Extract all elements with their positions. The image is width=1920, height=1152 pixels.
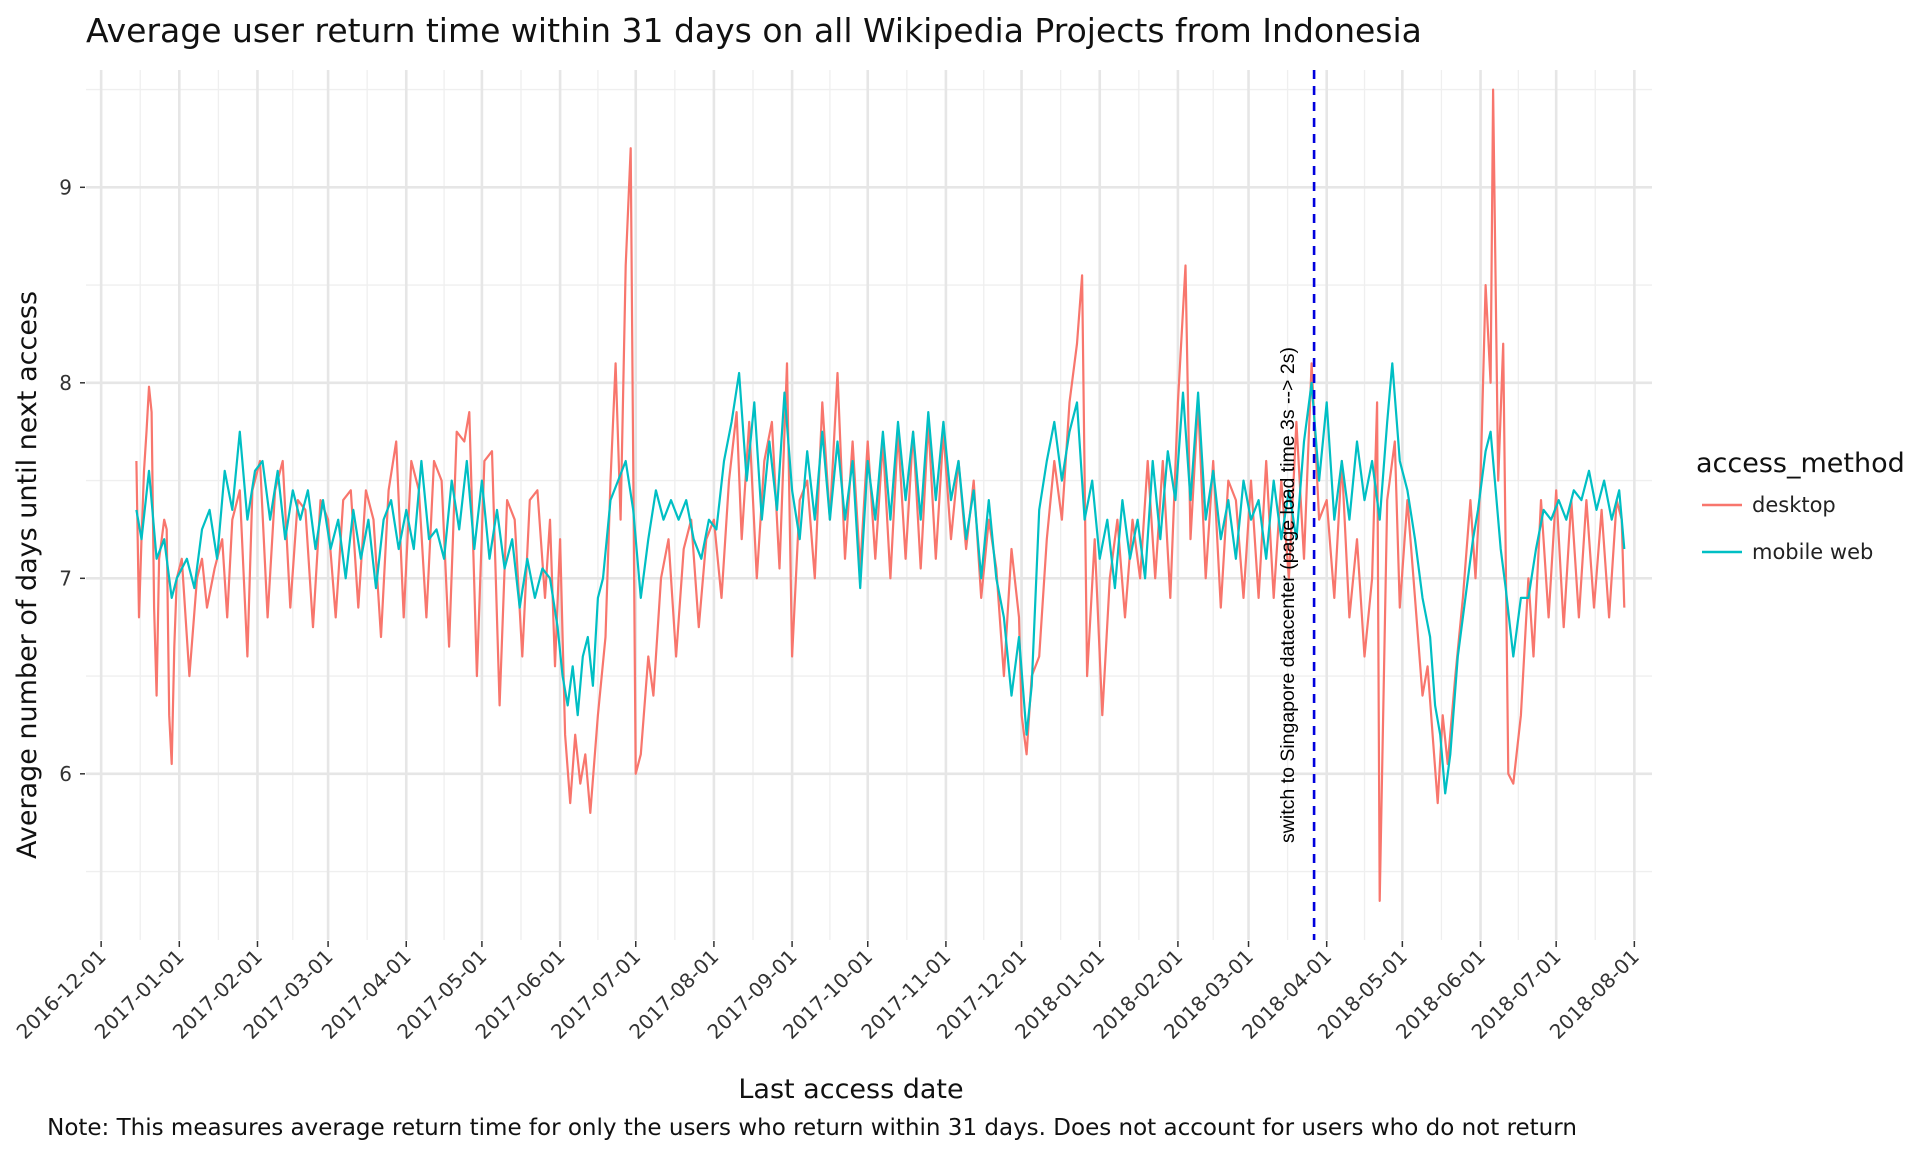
x-axis-title: Last access date (738, 1074, 963, 1105)
y-tick-label: 8 (59, 371, 72, 395)
series-line-mobile-web (135, 362, 1626, 795)
y-tick-label: 7 (59, 566, 72, 590)
legend-label-mobile-web: mobile web (1752, 540, 1873, 564)
legend: desktop mobile web (1702, 493, 1873, 564)
legend-label-desktop: desktop (1752, 493, 1836, 517)
annotation-layer: switch to Singapore datacenter (page loa… (1277, 70, 1316, 940)
y-tick-label: 6 (59, 762, 72, 786)
chart-title: Average user return time within 31 days … (86, 11, 1422, 50)
major-gridlines (86, 70, 1652, 940)
chart-caption: Note: This measures average return time … (47, 1115, 1577, 1141)
y-axis-title: Average number of days until next access (12, 291, 43, 859)
series-lines (135, 88, 1626, 902)
legend-title: access_method (1696, 448, 1905, 479)
y-tick-label: 9 (59, 175, 72, 199)
x-axis: 2016-12-012017-01-012017-02-012017-03-01… (12, 941, 1644, 1044)
annotation-label: switch to Singapore datacenter (page loa… (1277, 347, 1299, 843)
y-axis: 6 7 8 9 (59, 175, 85, 786)
